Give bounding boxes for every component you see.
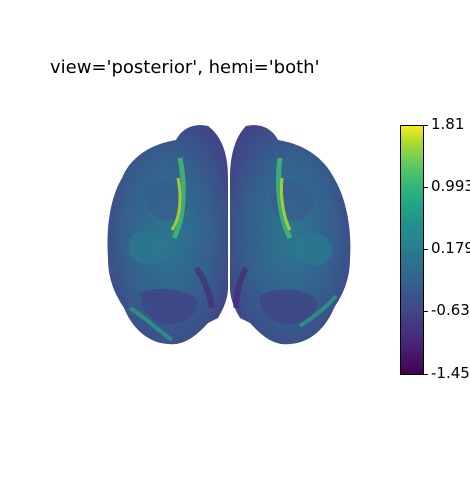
colorbar [400,125,424,375]
plot-title: view='posterior', hemi='both' [50,57,320,78]
colorbar-tick [424,125,428,126]
colorbar-tick-label: 0.993 [431,177,470,195]
colorbar-tick [424,374,428,375]
brain-render [100,118,362,350]
colorbar-tick-label: 1.81 [431,115,465,133]
right-hemisphere [230,125,351,345]
colorbar-tick-label: -1.45 [431,364,470,382]
colorbar-tick [424,249,428,250]
colorbar-tick-label: 0.179 [431,239,470,257]
colorbar-tick [424,187,428,188]
colorbar-tick-label: -0.63 [431,301,470,319]
left-hemisphere [107,125,228,345]
colorbar-tick [424,311,428,312]
brain-surface-image [107,125,351,345]
